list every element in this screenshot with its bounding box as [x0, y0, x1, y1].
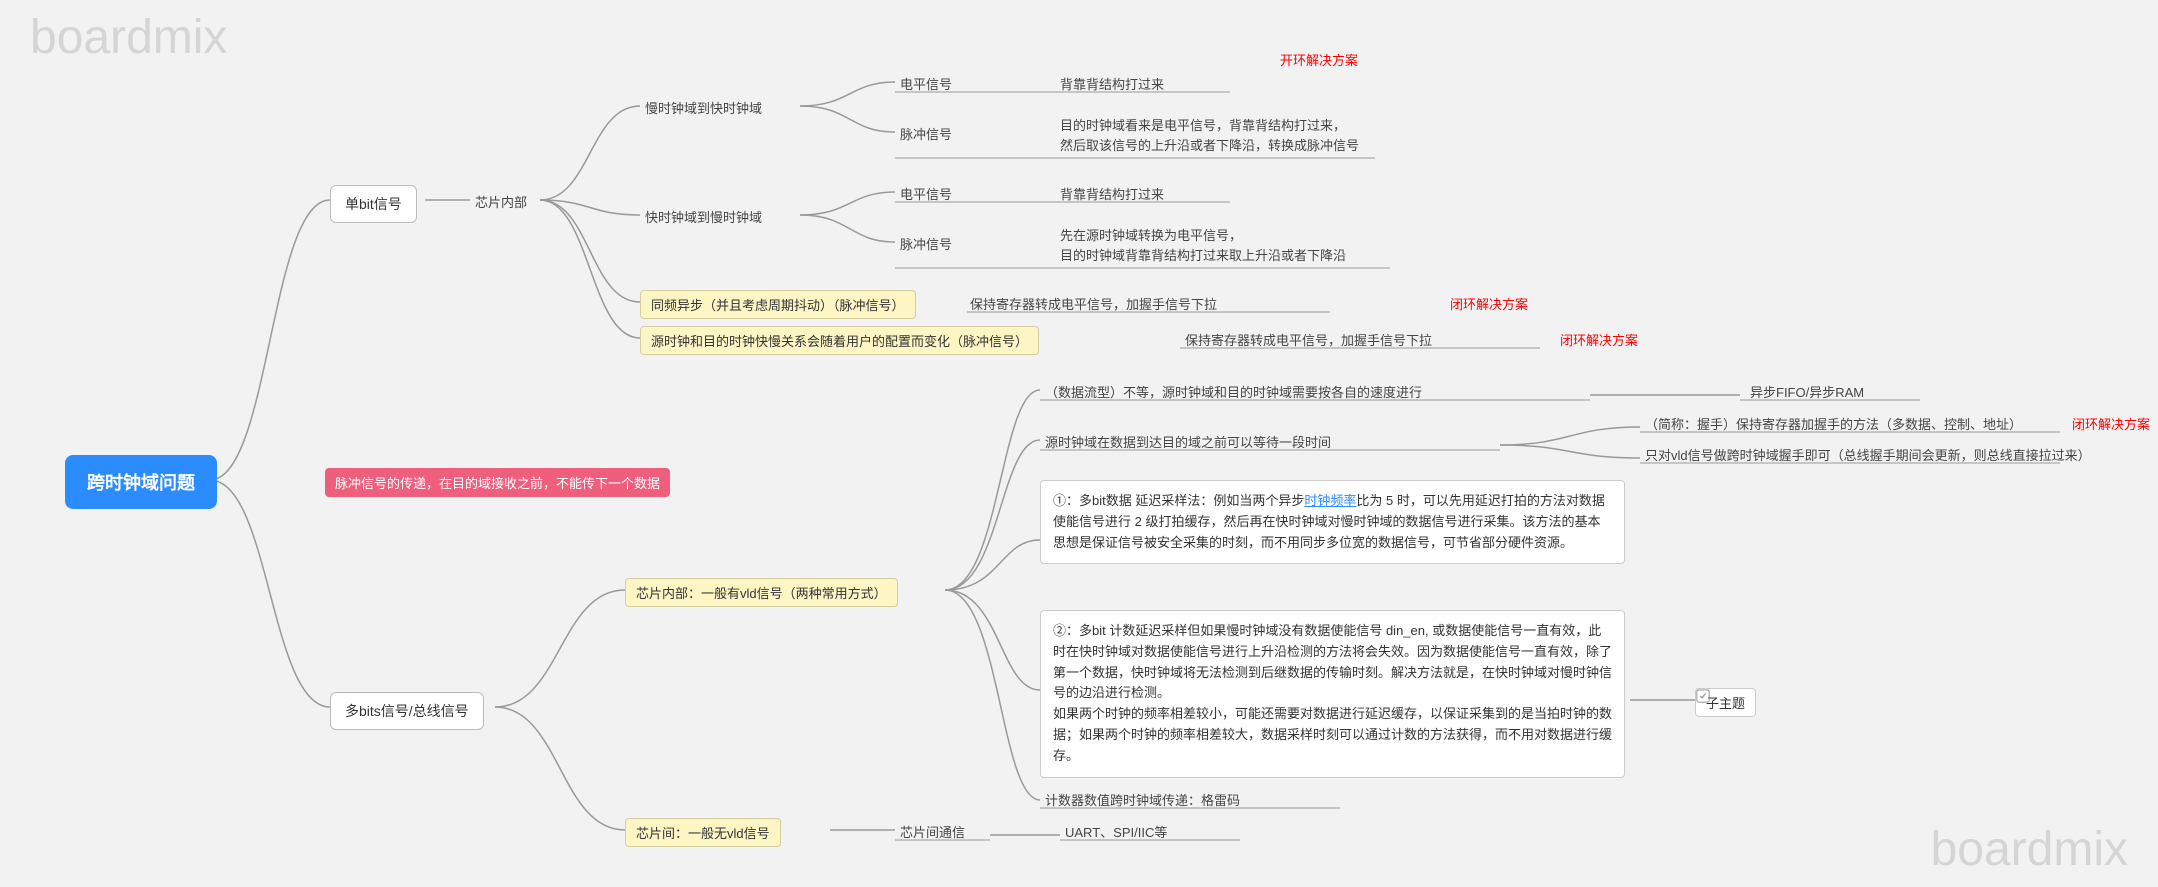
row2-desc: 目的时钟域看来是电平信号，背靠背结构打过来， 然后取该信号的上升沿或者下降沿，转…	[1060, 116, 1359, 155]
ext-protocols: UART、SPI/IIC等	[1065, 822, 1167, 841]
row1-desc: 背靠背结构打过来	[1060, 74, 1164, 93]
sub-topic[interactable]: 子主题	[1695, 688, 1756, 717]
label-close-loop-2: 闭环解决方案	[1560, 330, 1638, 349]
label-chip-internal: 芯片内部	[475, 192, 527, 211]
node-single-bit[interactable]: 单bit信号	[330, 185, 417, 223]
row-vld-handshake-desc: 只对vld信号做跨时钟域握手即可（总线握手期间会更新，则总线直接拉过来）	[1645, 445, 2091, 464]
gray-code-desc: 计数器数值跨时钟域传递：格雷码	[1045, 790, 1240, 809]
row-dataflow-solution: 异步FIFO/异步RAM	[1750, 382, 1864, 401]
row4-type: 脉冲信号	[900, 234, 952, 253]
block-method-2[interactable]: ②：多bit 计数延迟采样但如果慢时钟域没有数据使能信号 din_en, 或数据…	[1040, 610, 1625, 778]
hl-same-freq-async[interactable]: 同频异步（并且考虑周期抖动）（脉冲信号）	[640, 290, 916, 319]
ext-comm-label: 芯片间通信	[900, 822, 965, 841]
block1-mid: 例如当两个异步	[1213, 493, 1304, 508]
label-open-loop: 开环解决方案	[1280, 50, 1358, 69]
block1-prefix: ①：多bit数据 延迟采样法：	[1053, 493, 1213, 508]
note-pulse-transfer[interactable]: 脉冲信号的传递，在目的域接收之前，不能传下一个数据	[325, 468, 670, 497]
link-clock-freq[interactable]: 时钟频率	[1304, 493, 1356, 508]
row3-type: 电平信号	[900, 184, 952, 203]
watermark-bottom-right: boardmix	[1931, 822, 2128, 877]
row3-desc: 背靠背结构打过来	[1060, 184, 1164, 203]
block-method-1[interactable]: ①：多bit数据 延迟采样法：例如当两个异步时钟频率比为 5 时，可以先用延迟打…	[1040, 480, 1625, 564]
label-close-loop-1: 闭环解决方案	[1450, 294, 1528, 313]
hl-chip-external[interactable]: 芯片间：一般无vld信号	[625, 818, 781, 847]
row-handshake-desc: （简称：握手）保持寄存器加握手的方法（多数据、控制、地址）	[1645, 414, 2022, 433]
sub-topic-label: 子主题	[1706, 693, 1745, 712]
row-wait-desc: 源时钟域在数据到达目的域之前可以等待一段时间	[1045, 432, 1331, 451]
watermark-top-left: boardmix	[30, 10, 227, 65]
row2-type: 脉冲信号	[900, 124, 952, 143]
label-close-loop-3: 闭环解决方案	[2072, 414, 2150, 433]
hl2-desc: 保持寄存器转成电平信号，加握手信号下拉	[1185, 330, 1432, 349]
label-slow-to-fast: 慢时钟域到快时钟域	[645, 98, 762, 117]
root-node[interactable]: 跨时钟域问题	[65, 455, 217, 509]
hl1-desc: 保持寄存器转成电平信号，加握手信号下拉	[970, 294, 1217, 313]
node-multi-bit[interactable]: 多bits信号/总线信号	[330, 692, 484, 730]
row-dataflow-desc: （数据流型）不等，源时钟域和目的时钟域需要按各自的速度进行	[1045, 382, 1422, 401]
row1-type: 电平信号	[900, 74, 952, 93]
hl-chip-internal-vld[interactable]: 芯片内部：一般有vld信号（两种常用方式）	[625, 578, 898, 607]
label-fast-to-slow: 快时钟域到慢时钟域	[645, 207, 762, 226]
hl-variable-clock[interactable]: 源时钟和目的时钟快慢关系会随着用户的配置而变化（脉冲信号）	[640, 326, 1039, 355]
row4-desc: 先在源时钟域转换为电平信号， 目的时钟域背靠背结构打过来取上升沿或者下降沿	[1060, 226, 1346, 265]
